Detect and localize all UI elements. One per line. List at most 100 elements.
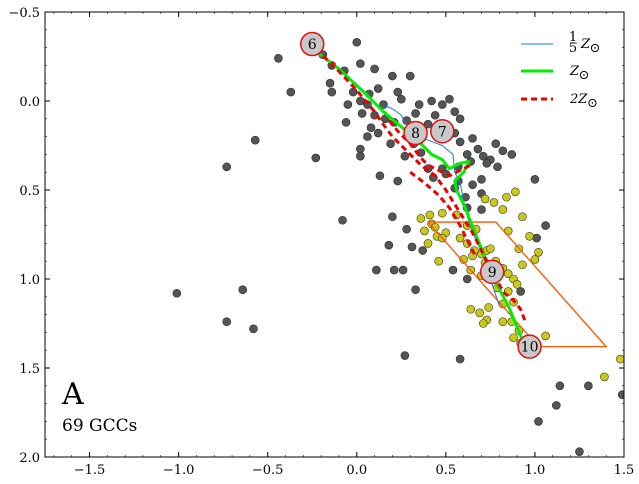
selection-polygon xyxy=(426,221,608,348)
x-tick-label: −0.5 xyxy=(252,463,284,478)
gray-point xyxy=(397,94,406,104)
gray-point xyxy=(468,134,477,143)
gray-point xyxy=(477,205,486,214)
legend-subscript: ⊙ xyxy=(590,41,601,56)
gray-point xyxy=(357,109,367,118)
panel-label: A xyxy=(61,377,84,412)
yellow-point xyxy=(498,205,508,214)
gray-point xyxy=(427,96,436,106)
yellow-point xyxy=(459,255,468,264)
gray-point xyxy=(352,37,362,47)
x-tick-label: −1.0 xyxy=(163,463,195,478)
gray-point xyxy=(407,242,417,252)
yellow-point xyxy=(518,212,527,221)
gray-point xyxy=(366,123,376,132)
x-tick-label: 1.0 xyxy=(525,463,546,478)
gray-point xyxy=(552,401,561,410)
legend-label: Z xyxy=(569,64,580,79)
gray-point xyxy=(370,64,379,74)
yellow-point xyxy=(518,260,527,270)
gray-point xyxy=(356,96,365,106)
yellow-point xyxy=(420,226,429,236)
age-marker-circle xyxy=(430,119,455,144)
gray-point xyxy=(356,144,365,154)
legend-entry: 2Z ⊙ xyxy=(521,92,598,111)
gray-point xyxy=(393,176,403,186)
y-tick-label: 2.0 xyxy=(19,451,40,466)
yellow-point xyxy=(416,214,426,223)
legend-entry: 15 Z ⊙ xyxy=(521,30,600,56)
legend-label: Z xyxy=(580,37,591,52)
yellow-point xyxy=(466,304,476,314)
gray-point xyxy=(462,274,472,284)
age-marker: 9 xyxy=(479,259,505,285)
gray-point xyxy=(338,215,347,225)
gray-point xyxy=(448,265,458,275)
gray-point xyxy=(477,175,486,184)
track-line xyxy=(306,43,500,306)
gray-point xyxy=(478,151,488,161)
yellow-point xyxy=(489,198,499,207)
plot-area: 6 8 7 9 10 xyxy=(172,31,624,456)
gray-point xyxy=(325,78,335,88)
gray-point xyxy=(356,59,365,68)
gray-point xyxy=(491,139,501,149)
gray-point xyxy=(343,100,353,109)
gray-point xyxy=(555,381,565,391)
gray-point xyxy=(498,146,508,156)
legend-label: 2Z xyxy=(569,92,588,107)
gray-point xyxy=(375,171,385,181)
yellow-point xyxy=(616,354,624,364)
age-marker: 7 xyxy=(430,119,455,144)
yellow-point xyxy=(530,255,540,264)
track-line xyxy=(387,119,472,178)
gray-point xyxy=(473,144,483,154)
y-tick-label: 0.0 xyxy=(19,95,40,110)
yellow-point xyxy=(484,303,493,312)
yellow-point xyxy=(455,233,465,243)
age-marker-circle xyxy=(517,334,542,359)
gray-point xyxy=(348,87,358,97)
y-tick-label: 1.5 xyxy=(19,362,40,377)
plot-frame xyxy=(44,11,625,458)
gray-point xyxy=(534,417,543,426)
x-tick-label: −1.5 xyxy=(74,463,106,478)
gray-point xyxy=(437,100,447,109)
age-marker-circle xyxy=(403,120,428,146)
gray-point xyxy=(389,265,399,275)
yellow-point xyxy=(509,333,518,343)
axis-ticks: −1.5 −1.0 −0.5 0.0 0.5 1.0 1.5 −0.5 0.0 0.5 1.0 1.5… xyxy=(8,6,634,478)
y-tick-label: 0.5 xyxy=(19,184,40,199)
gray-point xyxy=(373,84,383,93)
gray-point xyxy=(516,287,525,296)
y-tick-label: −0.5 xyxy=(8,6,40,21)
gray-point xyxy=(455,354,465,364)
gray-point xyxy=(445,94,454,104)
gray-point xyxy=(327,87,337,97)
gray-point xyxy=(617,390,624,399)
yellow-point xyxy=(525,231,534,241)
gray-point xyxy=(250,135,260,145)
gray-point xyxy=(402,224,411,234)
gray-point xyxy=(363,132,372,141)
gray-point xyxy=(423,119,433,129)
yellow-point xyxy=(502,192,511,202)
gray-point xyxy=(400,151,410,161)
legend-subscript: ⊙ xyxy=(579,68,590,83)
gray-point xyxy=(373,128,383,138)
age-marker-label: 10 xyxy=(521,340,539,356)
gray-point xyxy=(388,71,397,81)
yellow-point xyxy=(600,372,609,382)
gray-point xyxy=(482,159,492,168)
gray-point xyxy=(584,381,593,391)
yellow-point xyxy=(541,331,550,341)
legend: 15 Z ⊙Z ⊙2Z ⊙ xyxy=(521,30,600,111)
x-tick-label: 0.0 xyxy=(346,463,367,478)
gray-point xyxy=(532,233,542,243)
gray-point xyxy=(286,87,296,97)
gray-point xyxy=(386,139,395,149)
gray-point xyxy=(393,87,403,97)
gray-point xyxy=(405,71,415,81)
yellow-point xyxy=(434,256,444,266)
